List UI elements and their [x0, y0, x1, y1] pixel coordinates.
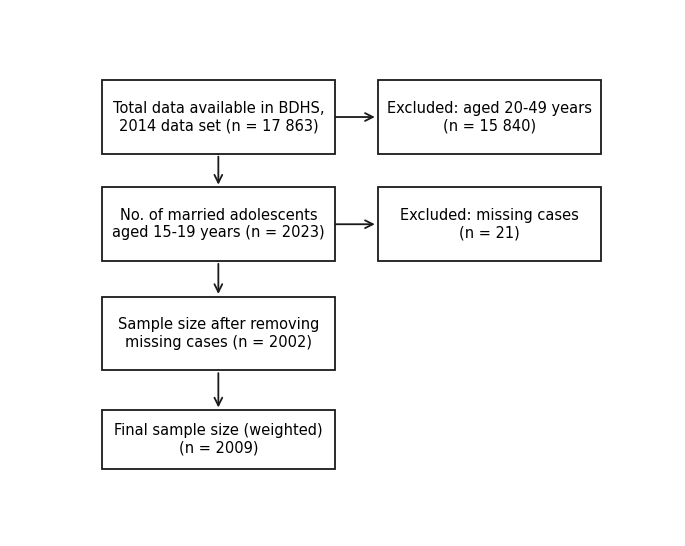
- FancyBboxPatch shape: [101, 187, 335, 261]
- FancyBboxPatch shape: [101, 80, 335, 154]
- Text: Final sample size (weighted)
(n = 2009): Final sample size (weighted) (n = 2009): [114, 424, 323, 456]
- Text: No. of married adolescents
aged 15-19 years (n = 2023): No. of married adolescents aged 15-19 ye…: [112, 208, 325, 240]
- Text: Excluded: missing cases
(n = 21): Excluded: missing cases (n = 21): [399, 208, 579, 240]
- FancyBboxPatch shape: [377, 187, 601, 261]
- Text: Total data available in BDHS,
2014 data set (n = 17 863): Total data available in BDHS, 2014 data …: [112, 101, 324, 133]
- FancyBboxPatch shape: [101, 410, 335, 469]
- Text: Sample size after removing
missing cases (n = 2002): Sample size after removing missing cases…: [118, 317, 319, 350]
- Text: Excluded: aged 20-49 years
(n = 15 840): Excluded: aged 20-49 years (n = 15 840): [386, 101, 592, 133]
- FancyBboxPatch shape: [101, 297, 335, 370]
- FancyBboxPatch shape: [377, 80, 601, 154]
